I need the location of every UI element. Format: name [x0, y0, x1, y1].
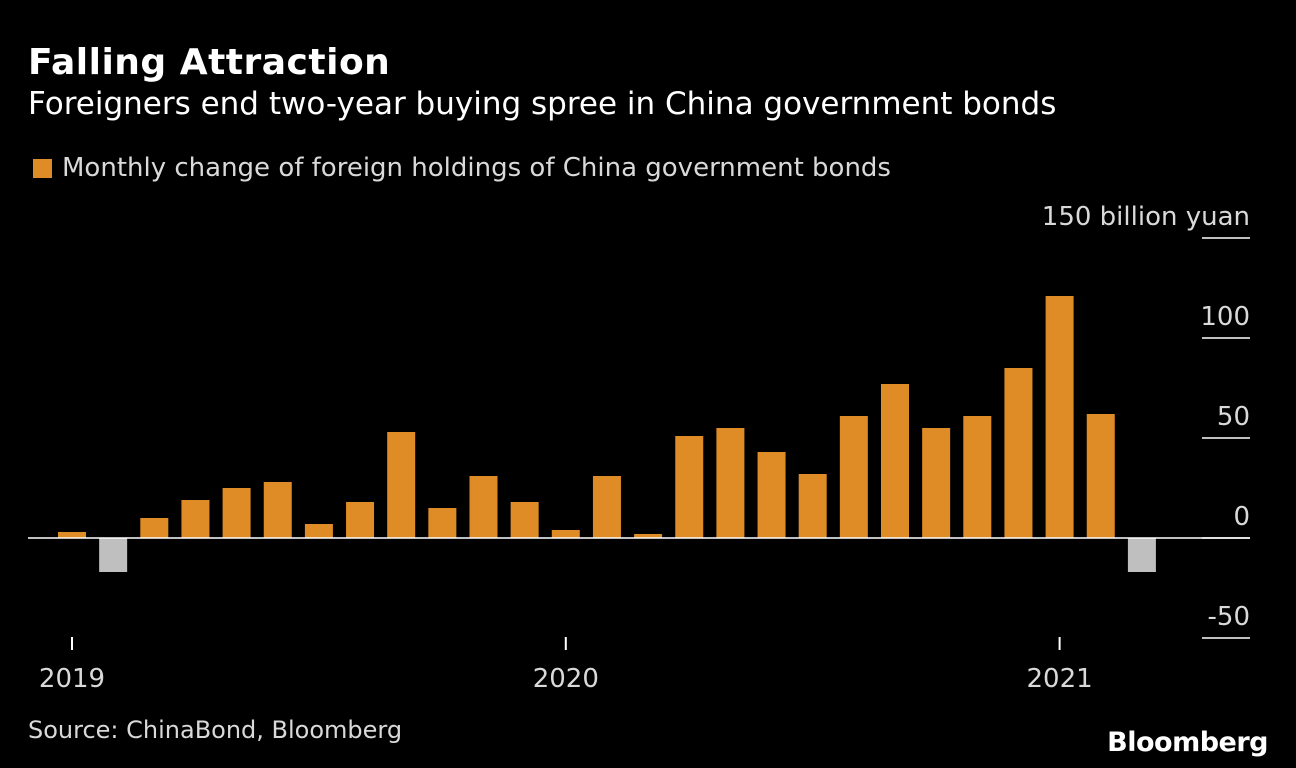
- chart-title: Falling Attraction: [28, 42, 391, 83]
- bar: [634, 534, 663, 538]
- source-note: Source: ChinaBond, Bloomberg: [28, 716, 403, 744]
- bar: [304, 524, 333, 538]
- y-tick-label: -50: [1208, 602, 1250, 632]
- bar: [551, 530, 580, 538]
- bar: [1045, 296, 1074, 538]
- y-tick-label: 100: [1200, 302, 1250, 332]
- y-tick-label: 50: [1217, 402, 1250, 432]
- bar: [99, 538, 128, 572]
- bar: [1004, 368, 1033, 538]
- bar: [675, 436, 704, 538]
- bar: [716, 428, 745, 538]
- y-tick-label: 150 billion yuan: [1042, 202, 1250, 232]
- bar: [922, 428, 951, 538]
- bar: [428, 508, 457, 538]
- bar: [469, 476, 498, 538]
- bar: [222, 488, 251, 538]
- bar: [592, 476, 621, 538]
- legend: Monthly change of foreign holdings of Ch…: [33, 153, 891, 183]
- bar: [1127, 538, 1156, 572]
- bar: [181, 500, 210, 538]
- legend-swatch: [33, 158, 52, 178]
- chart-subtitle: Foreigners end two-year buying spree in …: [28, 86, 1057, 122]
- bar: [757, 452, 786, 538]
- bar: [839, 416, 868, 538]
- bar: [881, 384, 909, 538]
- bar: [387, 432, 416, 538]
- x-tick-label: 2020: [533, 664, 599, 694]
- bar: [963, 416, 992, 538]
- bloomberg-logo: Bloomberg: [1107, 727, 1268, 758]
- bar: [140, 518, 169, 538]
- legend-label: Monthly change of foreign holdings of Ch…: [62, 153, 891, 183]
- bar: [1086, 414, 1115, 538]
- x-tick-label: 2021: [1027, 664, 1093, 694]
- bar: [58, 532, 86, 538]
- bar: [798, 474, 827, 538]
- bar: [263, 482, 292, 538]
- y-tick-label: 0: [1233, 502, 1250, 532]
- x-tick-label: 2019: [39, 664, 105, 694]
- bar: [346, 502, 375, 538]
- bar: [510, 502, 539, 538]
